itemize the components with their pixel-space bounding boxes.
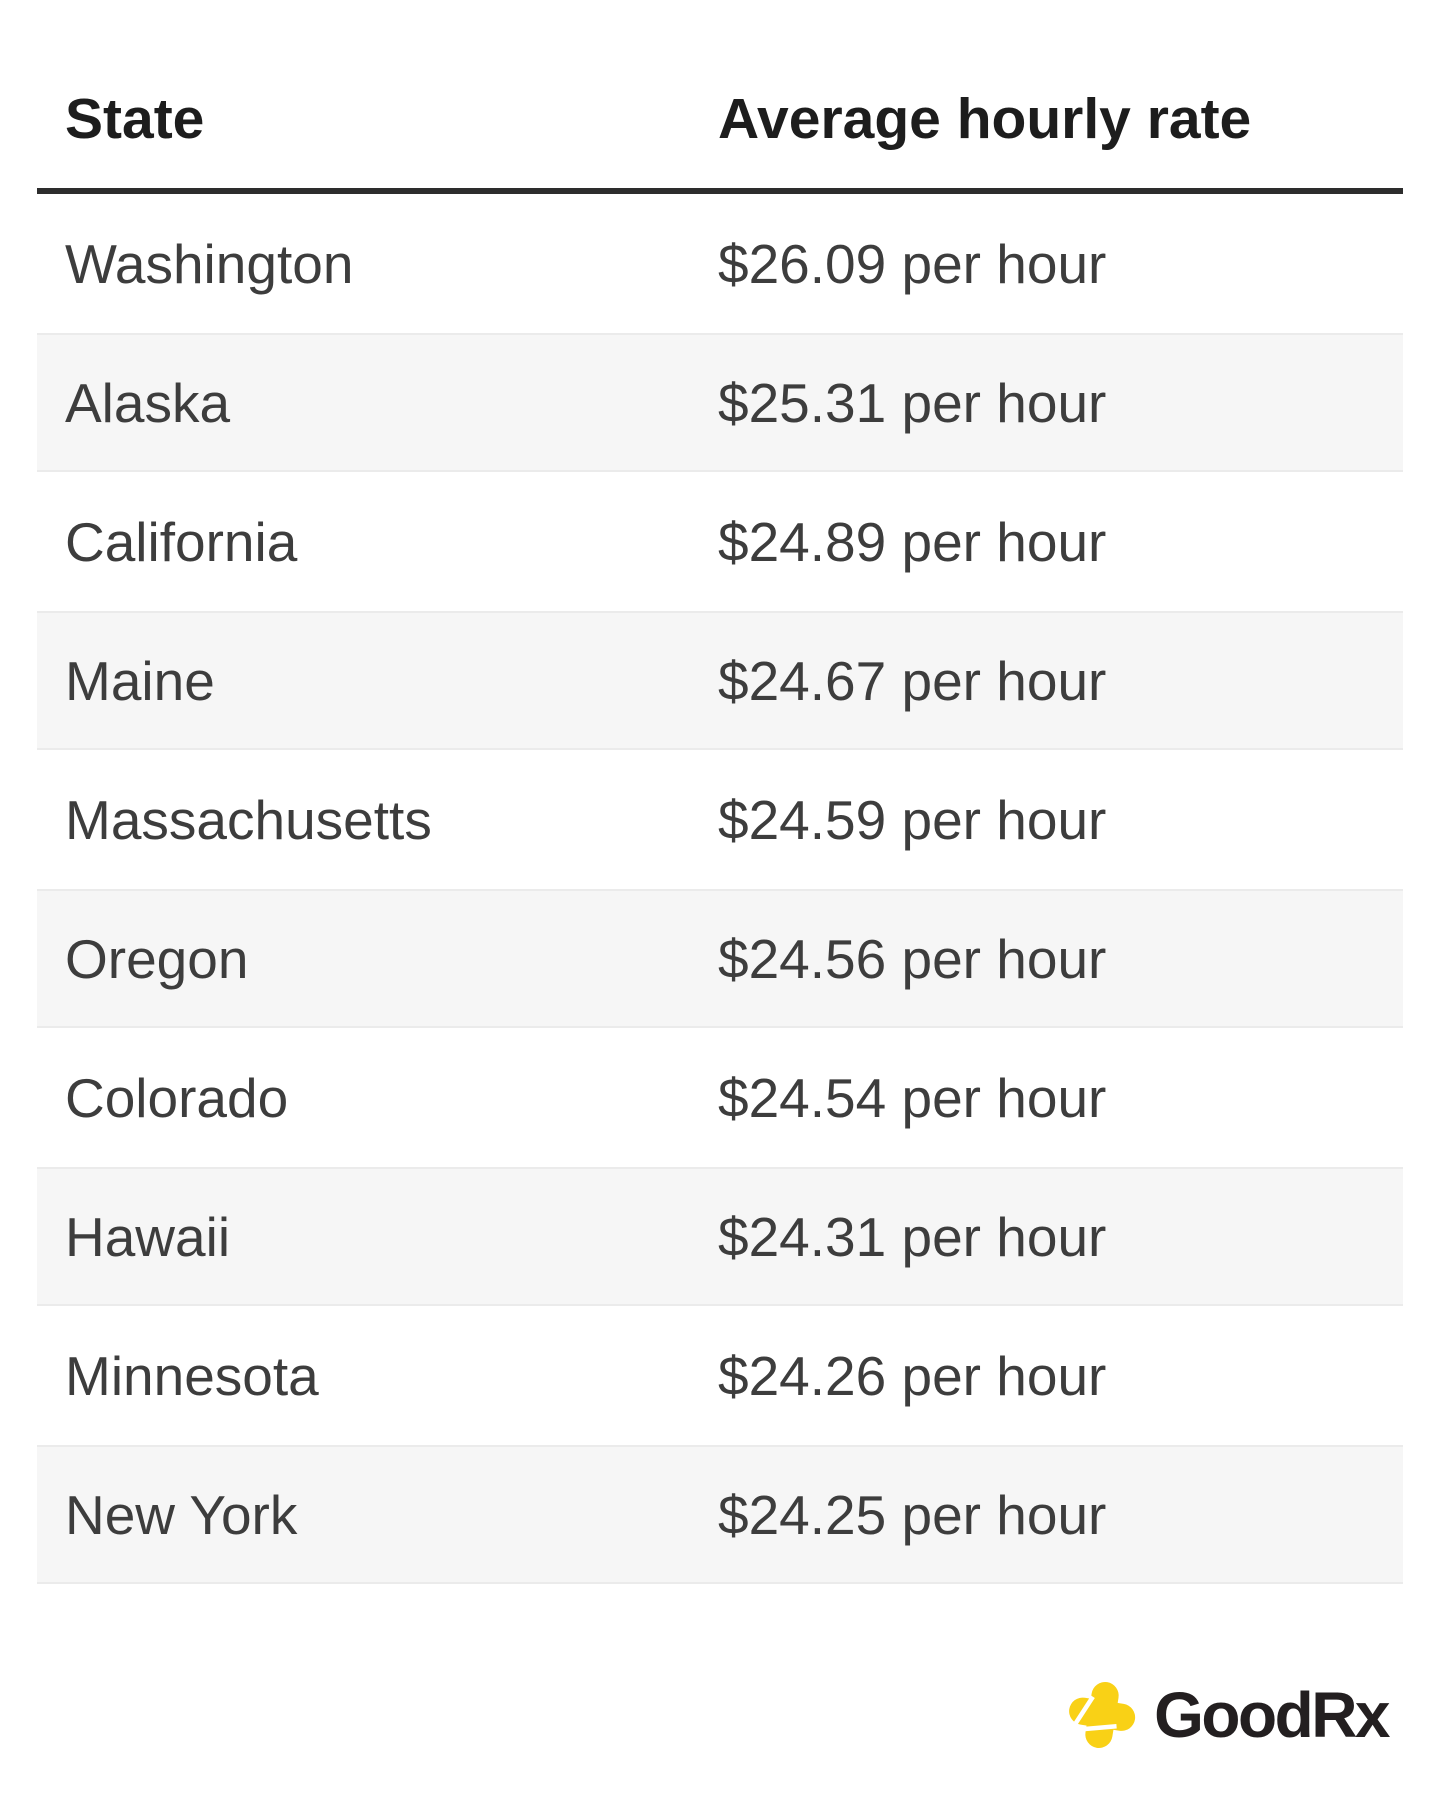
state-cell: Minnesota [65,1344,319,1407]
goodrx-plus-icon [1069,1681,1136,1749]
state-cell: Oregon [65,927,249,990]
state-cell: Massachusetts [65,788,432,851]
hourly-rate-table: State Average hourly rate Washington $26… [37,0,1403,1584]
table-row: Maine $24.67 per hour [37,611,1403,750]
table-row: Washington $26.09 per hour [37,194,1403,333]
state-cell: Alaska [65,371,231,434]
state-cell: California [65,510,298,573]
rate-cell: $24.31 per hour [718,1205,1107,1268]
state-cell: Colorado [65,1066,289,1129]
rate-cell: $24.59 per hour [718,788,1107,851]
table-row: Oregon $24.56 per hour [37,889,1403,1028]
state-cell: Hawaii [65,1205,231,1268]
rate-cell: $24.89 per hour [718,510,1107,573]
rate-cell: $24.26 per hour [718,1344,1107,1407]
table-row: California $24.89 per hour [37,472,1403,611]
state-cell: New York [65,1483,298,1546]
column-header-rate: Average hourly rate [718,87,1252,151]
logo-text-rx: Rx [1311,1679,1390,1751]
rate-cell: $24.25 per hour [718,1483,1107,1546]
goodrx-logo: GoodRx [1068,1668,1390,1762]
logo-text-good: Good [1154,1679,1314,1751]
table-row: Alaska $25.31 per hour [37,333,1403,472]
state-cell: Maine [65,649,215,712]
table-row: New York $24.25 per hour [37,1445,1403,1584]
table-row: Massachusetts $24.59 per hour [37,750,1403,889]
column-header-state: State [65,87,205,151]
rate-cell: $26.09 per hour [718,232,1107,295]
table-header-row: State Average hourly rate [37,0,1403,194]
state-cell: Washington [65,232,354,295]
rate-cell: $24.67 per hour [718,649,1107,712]
rate-cell: $25.31 per hour [718,371,1107,434]
table-row: Hawaii $24.31 per hour [37,1167,1403,1306]
table-row: Colorado $24.54 per hour [37,1028,1403,1167]
rate-cell: $24.54 per hour [718,1066,1107,1129]
rate-cell: $24.56 per hour [718,927,1107,990]
table-row: Minnesota $24.26 per hour [37,1306,1403,1445]
goodrx-logo-text: GoodRx [1154,1678,1390,1752]
